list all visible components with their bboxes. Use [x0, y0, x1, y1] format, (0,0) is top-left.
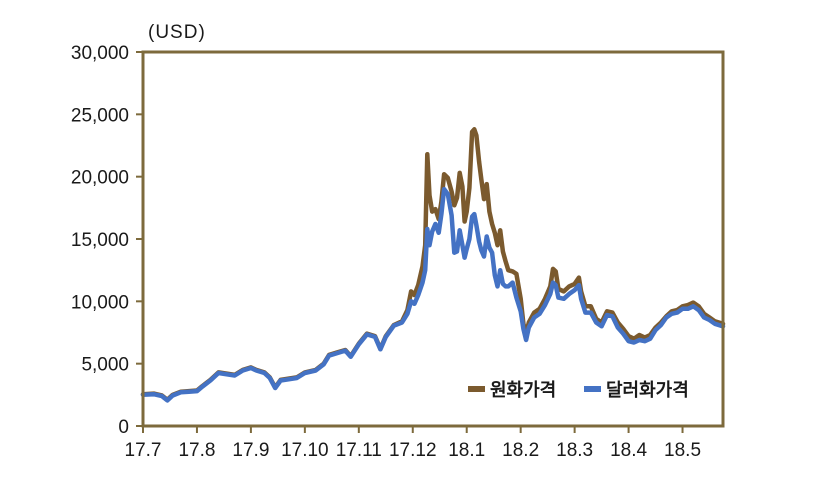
- x-tick-label: 17.9: [232, 440, 269, 461]
- y-tick-label: 15,000: [71, 230, 129, 251]
- x-tick-label: 18.3: [556, 440, 593, 461]
- y-axis-ticks: 0 5,000 10,000 15,000 20,000 25,000 30,000: [71, 43, 143, 438]
- x-tick-label: 18.5: [664, 440, 701, 461]
- series-line-dollar: [140, 186, 726, 403]
- x-tick-label: 18.2: [502, 440, 539, 461]
- x-tick-label: 18.1: [448, 440, 485, 461]
- series-lines: [140, 127, 726, 403]
- series-line-won: [140, 127, 726, 403]
- y-tick-label: 25,000: [71, 105, 129, 126]
- legend-label-dollar: 달러화가격: [606, 380, 689, 401]
- x-tick-label: 17.12: [389, 440, 437, 461]
- y-tick-label: 30,000: [71, 43, 129, 64]
- x-tick-label: 17.8: [178, 440, 215, 461]
- legend: 원화가격 달러화가격: [468, 380, 689, 401]
- y-tick-label: 20,000: [71, 168, 129, 189]
- legend-label-won: 원화가격: [490, 380, 556, 401]
- x-tick-label: 17.10: [281, 440, 329, 461]
- x-tick-label: 17.7: [125, 440, 162, 461]
- x-tick-label: 18.4: [610, 440, 647, 461]
- y-axis-unit-label: (USD): [148, 22, 206, 43]
- y-tick-label: 0: [118, 417, 129, 438]
- x-tick-label: 17.11: [336, 440, 382, 461]
- x-axis-ticks: 17.7 17.8 17.9 17.10 17.11 17.12 18.1 18.2 18.3 1…: [125, 426, 701, 461]
- y-tick-label: 5,000: [81, 355, 129, 376]
- y-tick-label: 10,000: [71, 292, 129, 313]
